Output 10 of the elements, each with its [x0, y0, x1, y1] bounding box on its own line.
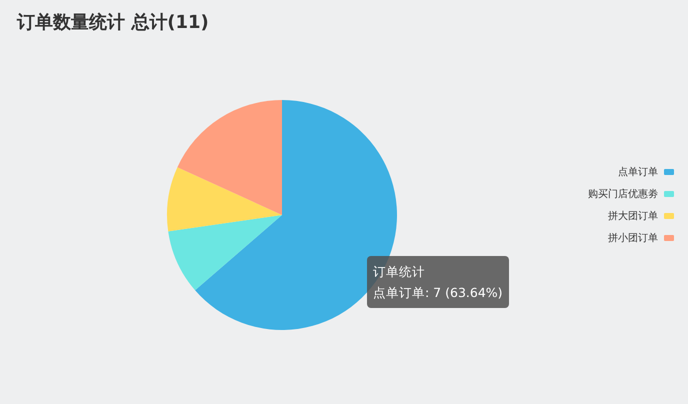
legend-label: 购买门店优惠劵 — [588, 188, 658, 201]
pie-slice — [168, 215, 282, 290]
pie-slice — [177, 100, 282, 215]
chart-title: 订单数量统计 总计(11) — [17, 11, 209, 34]
pie-slice — [167, 167, 282, 232]
legend-label: 拼大团订单 — [608, 210, 658, 223]
legend-label: 拼小团订单 — [608, 232, 658, 245]
legend-label: 点单订单 — [618, 166, 658, 179]
text: 点单订单: 7 (63.64%) — [373, 284, 503, 302]
text: 订单统计 — [373, 263, 426, 281]
